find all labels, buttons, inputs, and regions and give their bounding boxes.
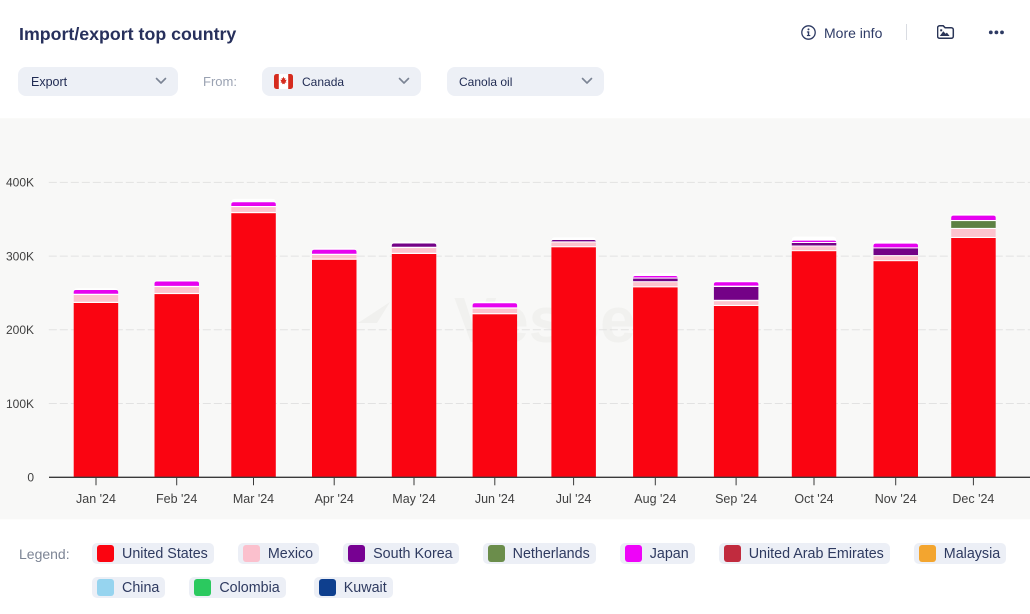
svg-text:300K: 300K xyxy=(6,249,34,263)
svg-text:May '24: May '24 xyxy=(392,492,435,506)
svg-text:200K: 200K xyxy=(6,323,34,337)
svg-text:Jan '24: Jan '24 xyxy=(76,492,116,506)
svg-text:100K: 100K xyxy=(6,397,34,411)
svg-text:Jul '24: Jul '24 xyxy=(556,492,592,506)
svg-text:Jun '24: Jun '24 xyxy=(475,492,515,506)
svg-text:Dec '24: Dec '24 xyxy=(952,492,994,506)
svg-text:Oct '24: Oct '24 xyxy=(794,492,833,506)
svg-text:Nov '24: Nov '24 xyxy=(875,492,917,506)
svg-text:Apr '24: Apr '24 xyxy=(315,492,354,506)
svg-text:Sep '24: Sep '24 xyxy=(715,492,757,506)
svg-text:400K: 400K xyxy=(6,176,34,190)
svg-text:0: 0 xyxy=(27,470,34,484)
svg-text:Mar '24: Mar '24 xyxy=(233,492,274,506)
svg-text:Feb '24: Feb '24 xyxy=(156,492,197,506)
svg-text:Aug '24: Aug '24 xyxy=(634,492,676,506)
